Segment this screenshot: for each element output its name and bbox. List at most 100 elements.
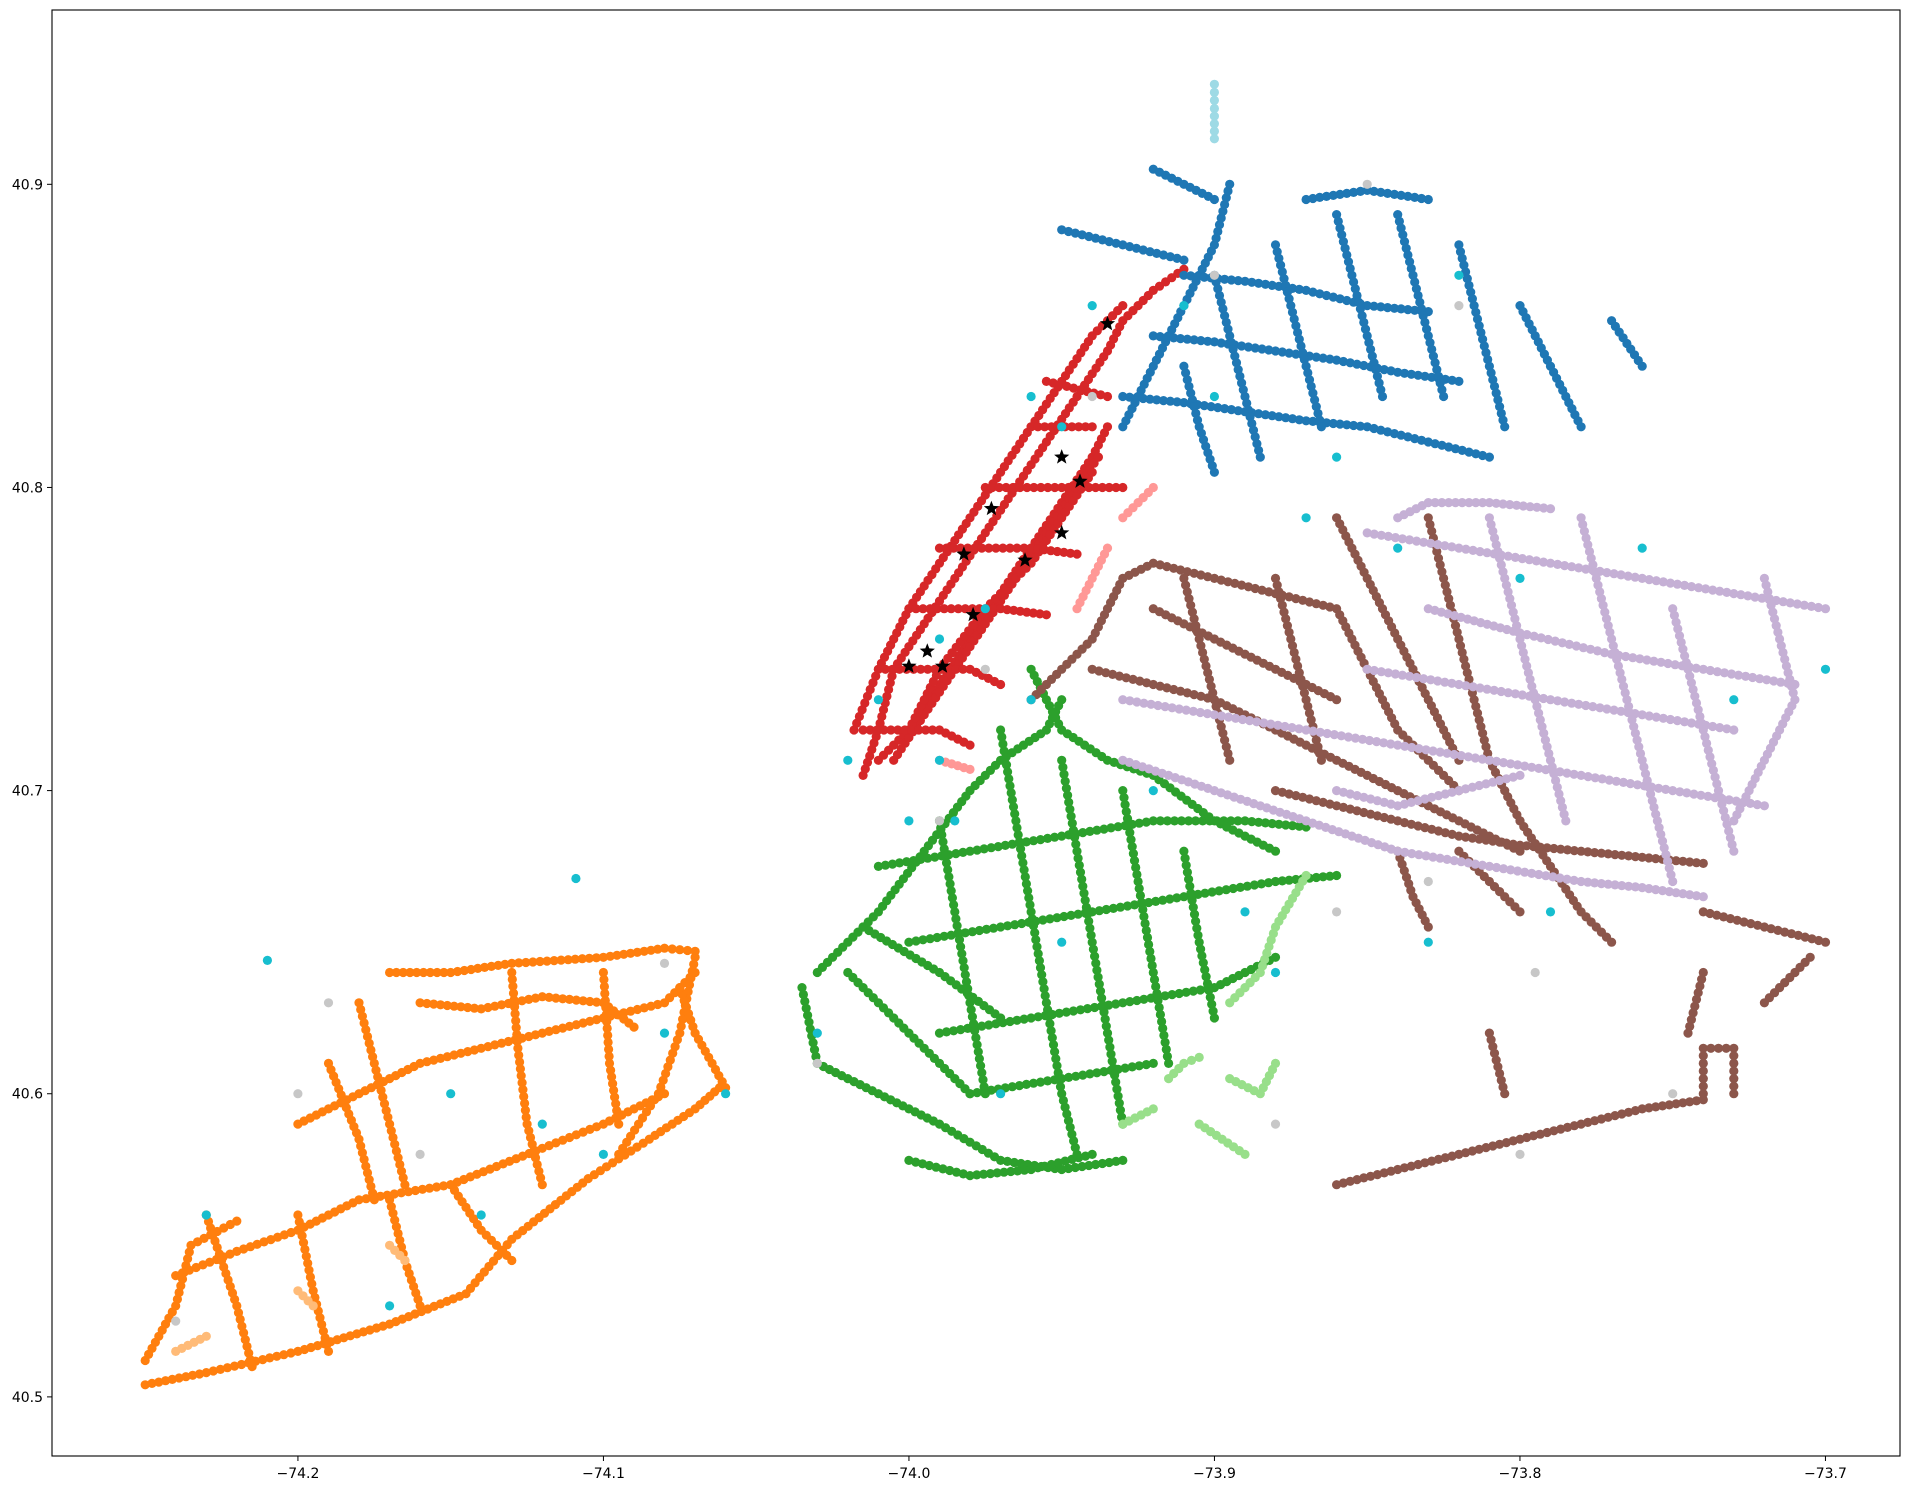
data-point bbox=[1003, 767, 1013, 777]
data-point bbox=[1028, 921, 1039, 931]
data-point bbox=[1013, 1166, 1023, 1176]
data-point bbox=[1464, 498, 1474, 508]
data-point bbox=[1456, 857, 1466, 867]
data-point bbox=[1169, 333, 1179, 343]
data-point bbox=[1644, 575, 1654, 585]
data-point bbox=[518, 1085, 528, 1095]
data-point bbox=[1428, 746, 1438, 756]
data-point bbox=[415, 1149, 425, 1159]
data-point bbox=[996, 1013, 1006, 1023]
data-point bbox=[1127, 1062, 1137, 1072]
data-point bbox=[1209, 134, 1219, 144]
data-point bbox=[1195, 985, 1205, 995]
data-point bbox=[1041, 610, 1051, 620]
data-point bbox=[1342, 420, 1352, 430]
data-point bbox=[1364, 735, 1375, 746]
data-point bbox=[1679, 580, 1690, 591]
data-point bbox=[1077, 482, 1087, 493]
data-point bbox=[521, 1112, 531, 1122]
data-point bbox=[1503, 688, 1513, 698]
data-point bbox=[1407, 742, 1417, 753]
data-point bbox=[1037, 970, 1047, 980]
data-point bbox=[1362, 301, 1372, 311]
data-point bbox=[1658, 713, 1668, 723]
data-point bbox=[432, 1182, 442, 1192]
data-point bbox=[1080, 422, 1091, 432]
data-point bbox=[1231, 713, 1241, 723]
data-point bbox=[1247, 817, 1257, 827]
star-marker bbox=[919, 643, 935, 658]
data-point bbox=[1616, 570, 1626, 580]
data-point bbox=[1379, 365, 1389, 375]
data-point bbox=[511, 1023, 521, 1033]
data-point bbox=[1270, 846, 1281, 856]
data-point bbox=[323, 1346, 334, 1356]
data-point bbox=[927, 725, 938, 735]
data-point bbox=[361, 1194, 371, 1204]
data-point bbox=[614, 1119, 624, 1129]
data-point bbox=[293, 1089, 303, 1099]
data-point bbox=[1057, 482, 1067, 493]
data-point bbox=[949, 900, 959, 910]
data-point bbox=[1191, 816, 1201, 826]
data-point bbox=[1712, 667, 1722, 677]
data-point bbox=[1014, 837, 1024, 847]
data-point bbox=[798, 989, 809, 1000]
data-point bbox=[987, 482, 997, 493]
data-point bbox=[1404, 671, 1415, 681]
data-point bbox=[1512, 500, 1522, 510]
data-point bbox=[1383, 668, 1393, 678]
data-point bbox=[1534, 869, 1544, 880]
data-point bbox=[1498, 864, 1509, 874]
data-point bbox=[1703, 791, 1713, 802]
data-point bbox=[1122, 814, 1133, 824]
data-point bbox=[1412, 672, 1422, 683]
data-point bbox=[1179, 301, 1189, 311]
data-point bbox=[1396, 304, 1406, 314]
data-point bbox=[1132, 995, 1142, 1006]
x-tick-label: −73.9 bbox=[1193, 1466, 1236, 1482]
data-point bbox=[1576, 846, 1586, 856]
data-point bbox=[1520, 867, 1530, 877]
data-point bbox=[1457, 498, 1467, 508]
data-point bbox=[1301, 416, 1311, 426]
data-point bbox=[1724, 795, 1734, 805]
data-point bbox=[1153, 995, 1163, 1006]
data-point bbox=[323, 998, 334, 1008]
data-point bbox=[510, 1009, 520, 1019]
data-point bbox=[936, 823, 946, 833]
data-point bbox=[687, 966, 697, 976]
data-point bbox=[1284, 875, 1294, 885]
data-point bbox=[1102, 543, 1113, 553]
data-point bbox=[904, 604, 914, 614]
data-point bbox=[519, 1091, 529, 1102]
x-tick-label: −73.7 bbox=[1804, 1466, 1847, 1482]
data-point bbox=[1820, 937, 1831, 947]
data-point bbox=[1336, 731, 1346, 741]
data-point bbox=[463, 1002, 473, 1013]
data-point bbox=[1245, 716, 1255, 726]
data-point bbox=[1006, 1166, 1016, 1177]
data-point bbox=[1678, 1098, 1688, 1108]
data-point bbox=[1357, 734, 1368, 744]
data-point bbox=[1426, 538, 1436, 549]
data-point bbox=[508, 981, 518, 991]
data-point bbox=[300, 1244, 310, 1254]
data-point bbox=[1007, 1082, 1017, 1092]
data-point bbox=[1097, 1158, 1107, 1169]
data-point bbox=[1006, 788, 1016, 798]
data-point bbox=[1698, 1066, 1708, 1076]
star-marker bbox=[901, 658, 917, 673]
data-point bbox=[980, 604, 990, 614]
data-point bbox=[1538, 693, 1549, 704]
data-point bbox=[894, 664, 905, 674]
data-point bbox=[999, 746, 1009, 756]
data-point bbox=[1440, 541, 1450, 551]
data-point bbox=[1277, 876, 1287, 886]
data-point bbox=[1118, 786, 1128, 796]
data-point bbox=[1182, 867, 1192, 877]
data-point bbox=[1541, 871, 1551, 881]
data-point bbox=[1085, 1069, 1095, 1079]
data-point bbox=[1098, 1000, 1108, 1010]
data-point bbox=[1762, 675, 1772, 685]
